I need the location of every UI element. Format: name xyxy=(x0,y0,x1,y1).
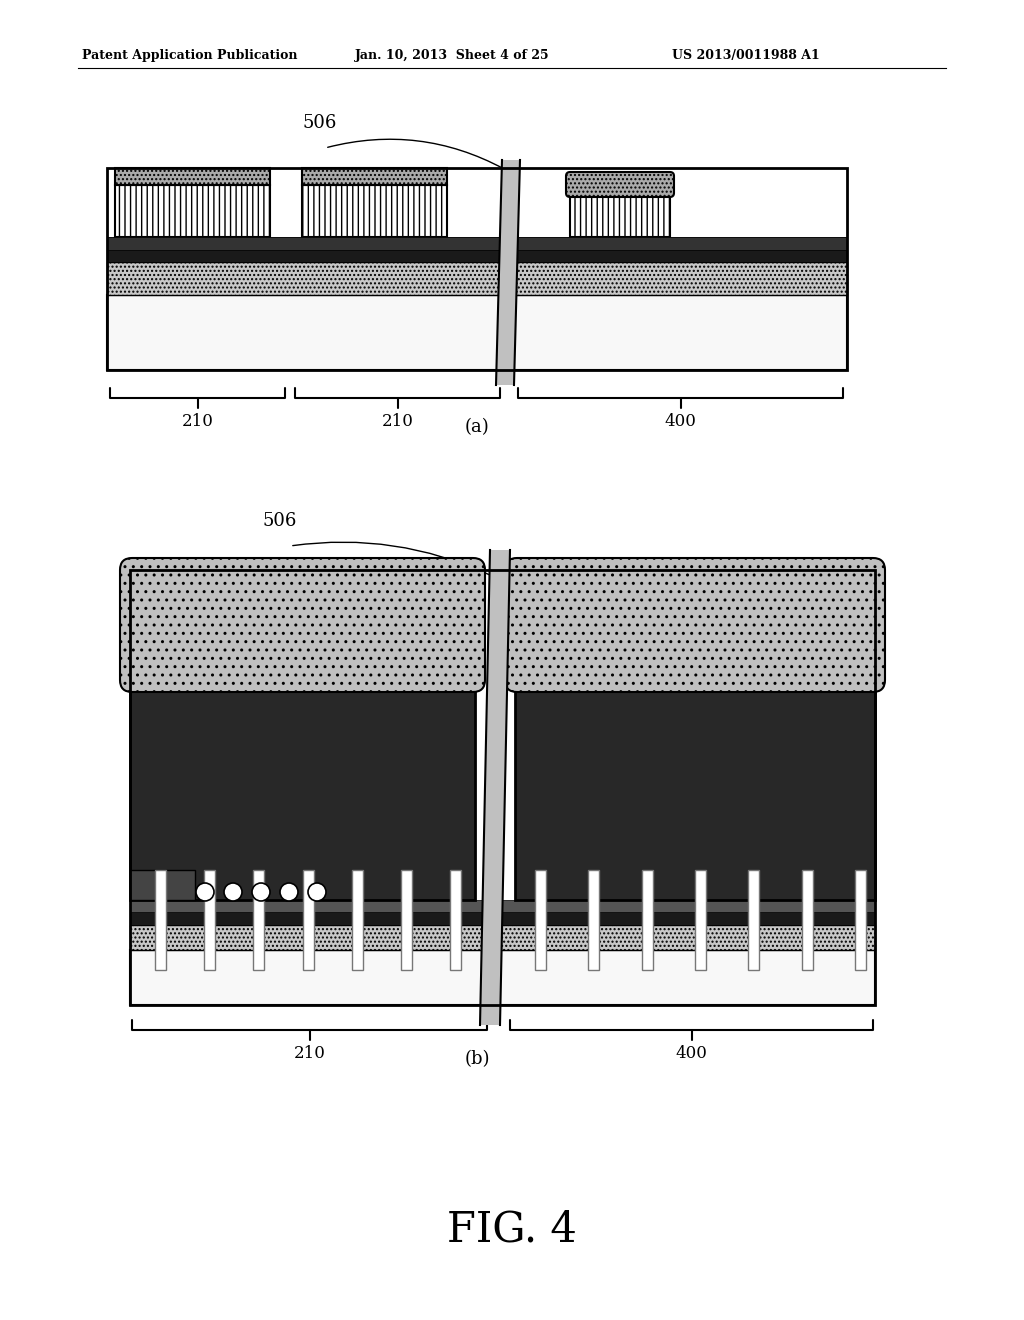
FancyBboxPatch shape xyxy=(505,558,885,692)
Bar xyxy=(130,925,874,950)
Bar xyxy=(589,870,599,970)
Text: 210: 210 xyxy=(294,1045,326,1063)
Bar xyxy=(106,238,847,249)
Circle shape xyxy=(308,883,326,902)
Text: 400: 400 xyxy=(676,1045,708,1063)
Bar xyxy=(115,168,270,185)
Bar xyxy=(130,870,195,900)
Bar xyxy=(515,570,874,900)
FancyBboxPatch shape xyxy=(566,172,674,197)
Bar xyxy=(351,870,362,970)
Text: Patent Application Publication: Patent Application Publication xyxy=(82,49,298,62)
Text: 506: 506 xyxy=(303,114,337,132)
Text: 210: 210 xyxy=(181,413,213,430)
Bar xyxy=(130,570,475,900)
Bar xyxy=(802,870,813,970)
Text: FIG. 4: FIG. 4 xyxy=(447,1209,577,1251)
Bar xyxy=(450,870,461,970)
Bar xyxy=(400,870,412,970)
Text: 506: 506 xyxy=(263,512,297,531)
Bar xyxy=(130,950,874,1005)
Bar xyxy=(253,870,264,970)
Bar xyxy=(855,870,866,970)
Circle shape xyxy=(252,883,270,902)
Text: 210: 210 xyxy=(382,413,414,430)
Bar xyxy=(130,900,874,912)
Text: Jan. 10, 2013  Sheet 4 of 25: Jan. 10, 2013 Sheet 4 of 25 xyxy=(355,49,550,62)
Bar xyxy=(130,912,874,925)
Polygon shape xyxy=(480,550,510,1026)
Circle shape xyxy=(196,883,214,902)
Bar xyxy=(535,870,546,970)
Bar xyxy=(695,870,706,970)
FancyBboxPatch shape xyxy=(120,558,485,692)
Bar xyxy=(302,185,447,238)
Text: 400: 400 xyxy=(665,413,696,430)
Bar xyxy=(155,870,166,970)
Text: (b): (b) xyxy=(464,1049,489,1068)
Bar xyxy=(106,249,847,261)
Bar xyxy=(106,294,847,370)
Bar xyxy=(106,261,847,294)
Bar xyxy=(115,185,270,238)
Circle shape xyxy=(224,883,242,902)
Text: (a): (a) xyxy=(465,418,489,436)
Bar xyxy=(749,870,760,970)
Bar xyxy=(204,870,215,970)
Bar xyxy=(130,570,874,1005)
Bar xyxy=(302,870,313,970)
Text: US 2013/0011988 A1: US 2013/0011988 A1 xyxy=(672,49,820,62)
Circle shape xyxy=(280,883,298,902)
Bar xyxy=(106,238,847,249)
Bar xyxy=(570,193,670,238)
Bar xyxy=(642,870,652,970)
Polygon shape xyxy=(496,160,520,385)
Bar xyxy=(106,168,847,370)
Bar xyxy=(302,168,447,185)
